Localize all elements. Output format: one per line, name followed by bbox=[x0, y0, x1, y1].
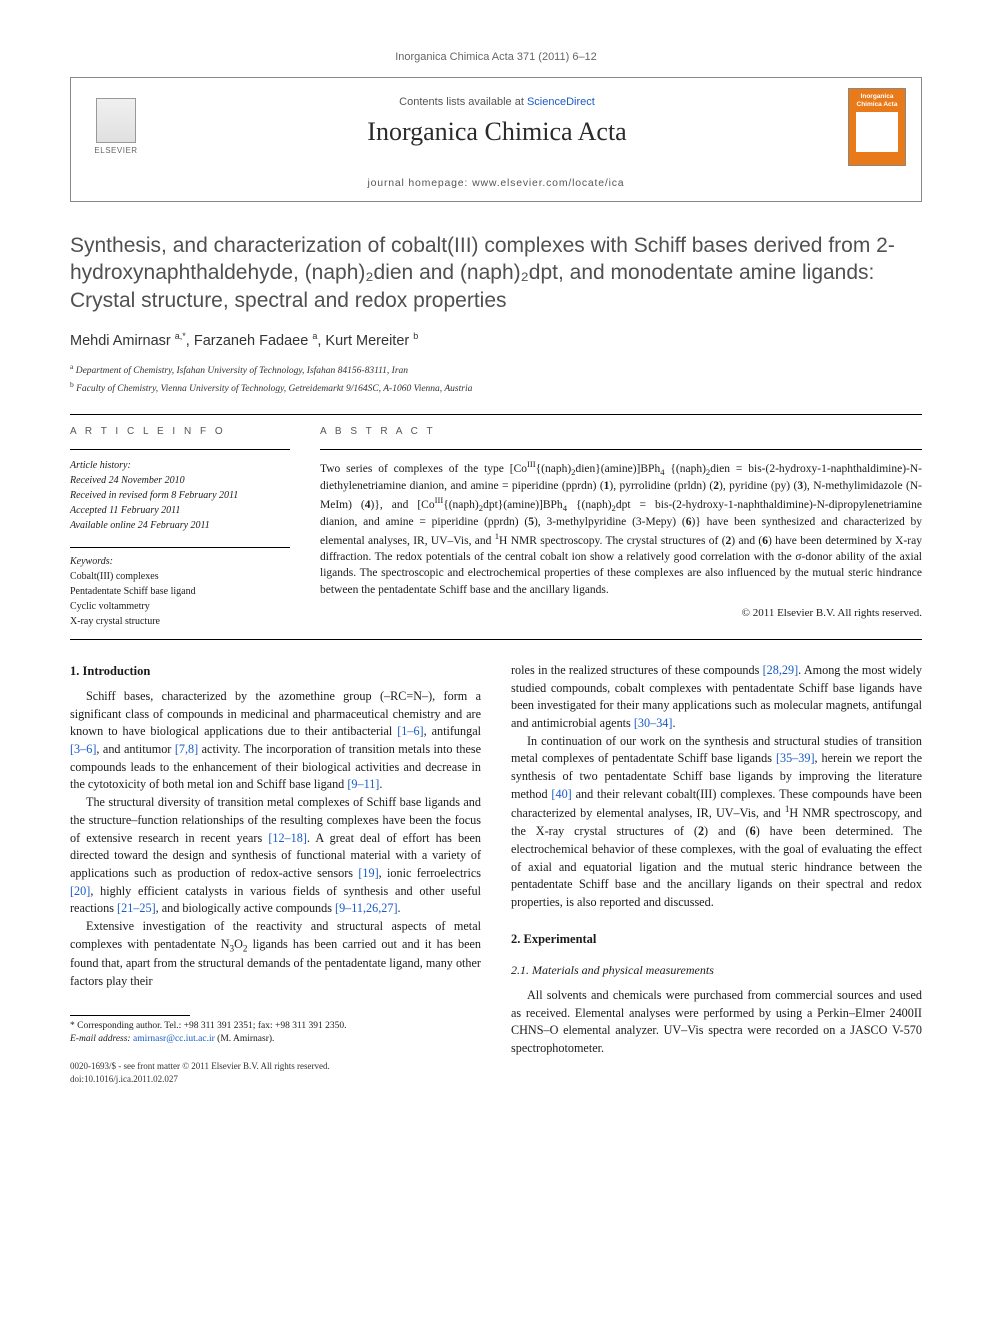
journal-name: Inorganica Chimica Acta bbox=[146, 114, 848, 150]
abstract-text: Two series of complexes of the type [CoI… bbox=[320, 458, 922, 598]
meta-abstract-row: A R T I C L E I N F O Article history: R… bbox=[70, 425, 922, 629]
history-line: Received in revised form 8 February 2011 bbox=[70, 488, 290, 503]
issn-line: 0020-1693/$ - see front matter © 2011 El… bbox=[70, 1061, 330, 1071]
homepage-prefix: journal homepage: bbox=[368, 176, 469, 191]
journal-cover-thumbnail: Inorganica Chimica Acta bbox=[848, 88, 906, 166]
keywords-block: Keywords: Cobalt(III) complexesPentadent… bbox=[70, 554, 290, 629]
section-intro-heading: 1. Introduction bbox=[70, 662, 481, 680]
article-info-label: A R T I C L E I N F O bbox=[70, 425, 290, 439]
affiliation-line: a Department of Chemistry, Isfahan Unive… bbox=[70, 361, 922, 378]
abstract-column: A B S T R A C T Two series of complexes … bbox=[320, 425, 922, 629]
rule-above-meta bbox=[70, 414, 922, 415]
body-columns: 1. Introduction Schiff bases, characteri… bbox=[70, 662, 922, 1086]
homepage-row: journal homepage: www.elsevier.com/locat… bbox=[71, 170, 921, 201]
footnote-text: Corresponding author. Tel.: +98 311 391 … bbox=[77, 1021, 346, 1031]
rule-keywords bbox=[70, 547, 290, 548]
elsevier-tree-icon bbox=[96, 98, 136, 143]
right-column: roles in the realized structures of thes… bbox=[511, 662, 922, 1086]
abstract-label: A B S T R A C T bbox=[320, 425, 922, 439]
left-column: 1. Introduction Schiff bases, characteri… bbox=[70, 662, 481, 1086]
history-line: Accepted 11 February 2011 bbox=[70, 503, 290, 518]
body-paragraph: All solvents and chemicals were purchase… bbox=[511, 987, 922, 1058]
keyword-line: Pentadentate Schiff base ligand bbox=[70, 584, 290, 599]
history-line: Available online 24 February 2011 bbox=[70, 518, 290, 533]
elsevier-logo: ELSEVIER bbox=[86, 95, 146, 160]
footnote-rule bbox=[70, 1015, 190, 1016]
affiliations: a Department of Chemistry, Isfahan Unive… bbox=[70, 361, 922, 396]
history-label: Article history: bbox=[70, 458, 290, 473]
body-paragraph: roles in the realized structures of thes… bbox=[511, 662, 922, 733]
history-line: Received 24 November 2010 bbox=[70, 473, 290, 488]
body-paragraph: In continuation of our work on the synth… bbox=[511, 733, 922, 912]
email-suffix: (M. Amirnasr). bbox=[217, 1034, 274, 1044]
abstract-copyright: © 2011 Elsevier B.V. All rights reserved… bbox=[320, 606, 922, 621]
body-paragraph: Extensive investigation of the reactivit… bbox=[70, 918, 481, 991]
footnote-marker: * bbox=[70, 1021, 75, 1031]
keywords-label: Keywords: bbox=[70, 554, 290, 569]
keyword-line: Cyclic voltammetry bbox=[70, 599, 290, 614]
header-top-row: ELSEVIER Contents lists available at Sci… bbox=[71, 78, 921, 170]
rule-abstract-top bbox=[320, 449, 922, 450]
elsevier-label: ELSEVIER bbox=[94, 145, 137, 156]
article-history: Article history: Received 24 November 20… bbox=[70, 458, 290, 533]
body-paragraph: The structural diversity of transition m… bbox=[70, 794, 481, 918]
email-label: E-mail address: bbox=[70, 1034, 131, 1044]
body-paragraph: Schiff bases, characterized by the azome… bbox=[70, 688, 481, 794]
section-experimental-heading: 2. Experimental bbox=[511, 930, 922, 948]
journal-header-box: ELSEVIER Contents lists available at Sci… bbox=[70, 77, 922, 202]
article-title: Synthesis, and characterization of cobal… bbox=[70, 232, 922, 314]
keyword-line: X-ray crystal structure bbox=[70, 614, 290, 629]
article-info-column: A R T I C L E I N F O Article history: R… bbox=[70, 425, 290, 629]
corresponding-author-footnote: * Corresponding author. Tel.: +98 311 39… bbox=[70, 1020, 481, 1047]
running-header: Inorganica Chimica Acta 371 (2011) 6–12 bbox=[70, 50, 922, 65]
corresponding-email-link[interactable]: amirnasr@cc.iut.ac.ir bbox=[133, 1034, 215, 1044]
rule-info bbox=[70, 449, 290, 450]
contents-prefix: Contents lists available at bbox=[399, 96, 527, 108]
cover-title: Inorganica Chimica Acta bbox=[853, 93, 901, 107]
homepage-url[interactable]: www.elsevier.com/locate/ica bbox=[472, 176, 624, 191]
front-matter-line: 0020-1693/$ - see front matter © 2011 El… bbox=[70, 1060, 481, 1085]
contents-available-line: Contents lists available at ScienceDirec… bbox=[146, 95, 848, 161]
affiliation-line: b Faculty of Chemistry, Vienna Universit… bbox=[70, 379, 922, 396]
doi-line: doi:10.1016/j.ica.2011.02.027 bbox=[70, 1074, 178, 1084]
article-page: Inorganica Chimica Acta 371 (2011) 6–12 … bbox=[0, 0, 992, 1126]
cover-image-placeholder bbox=[856, 112, 898, 152]
rule-below-abstract bbox=[70, 639, 922, 640]
keyword-line: Cobalt(III) complexes bbox=[70, 569, 290, 584]
author-list: Mehdi Amirnasr a,*, Farzaneh Fadaee a, K… bbox=[70, 330, 922, 351]
sciencedirect-link[interactable]: ScienceDirect bbox=[527, 96, 595, 108]
footnote-zone: * Corresponding author. Tel.: +98 311 39… bbox=[70, 1015, 481, 1047]
subsection-materials-heading: 2.1. Materials and physical measurements bbox=[511, 962, 922, 979]
